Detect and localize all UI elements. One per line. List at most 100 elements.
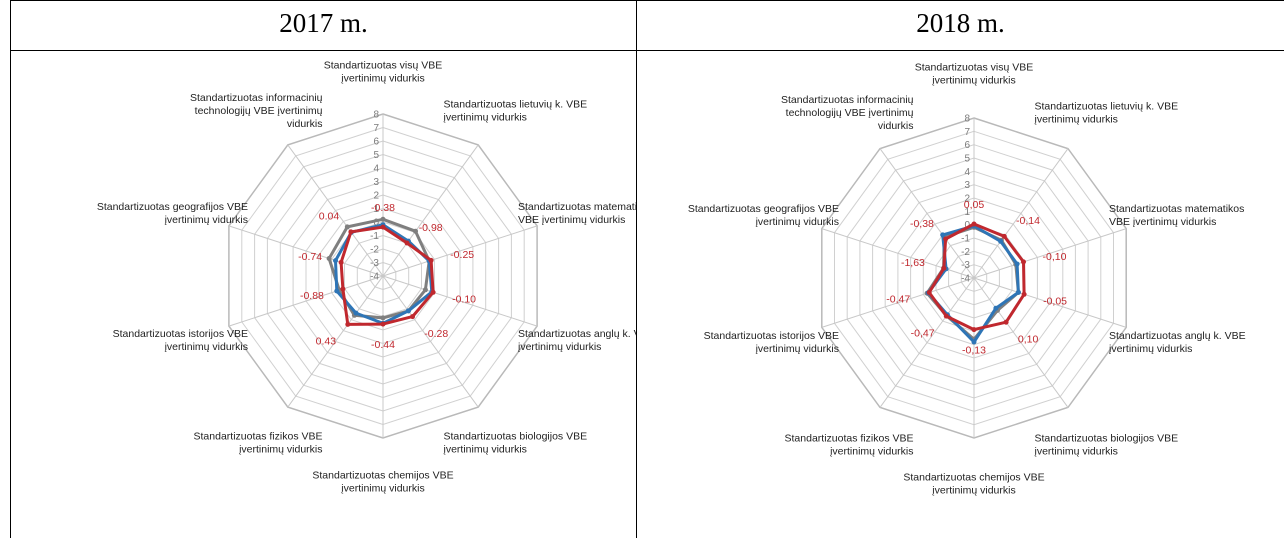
- data-label: 0.04: [319, 211, 340, 223]
- axis-spoke: [287, 275, 384, 408]
- year-header-2017: 2017 m.: [279, 8, 368, 38]
- data-label: -0.98: [419, 222, 443, 234]
- series-point: [971, 327, 977, 333]
- tick-label: 0: [964, 220, 970, 231]
- axis-spoke: [973, 228, 1127, 279]
- axis-spoke: [228, 275, 384, 327]
- axis-label: Standartizuotas visų VBE įvertinimų vidur…: [324, 60, 442, 85]
- radar-svg-2018: 8 7 6 5 4 3 2 1 0 -1 -2 -3 -4 Standartizuotas visų VB…: [688, 62, 1246, 497]
- series-point: [353, 310, 359, 316]
- tick-label: 8: [373, 110, 379, 121]
- axis-label: Standartizuotas geografijos VBE įvertinim…: [688, 203, 839, 228]
- tick-label: 0: [373, 218, 379, 229]
- series-point: [380, 321, 386, 327]
- axis-label: Standartizuotas matematikos VBEVBE įvert…: [518, 201, 636, 226]
- axis-spoke: [382, 144, 479, 277]
- axis-label: Standartizuotas visų VBE įvertinimų vidur…: [915, 62, 1033, 87]
- axis-label: Standartizuotas geografijos VBE įvertinim…: [97, 201, 248, 226]
- series-point: [1021, 259, 1026, 265]
- tick-label: 5: [964, 154, 970, 165]
- tick-label: 6: [964, 140, 970, 151]
- series-point: [941, 265, 947, 271]
- data-label: -0.88: [300, 290, 324, 302]
- series-point: [380, 216, 386, 222]
- tick-label: -1: [370, 231, 379, 242]
- axis-spoke: [228, 225, 384, 277]
- axis-spoke: [821, 277, 975, 328]
- axis-label: Standartizuotas chemijos VBE įvertinimų v…: [312, 470, 453, 495]
- data-label: -0,10: [1043, 251, 1067, 263]
- series-point: [410, 314, 415, 320]
- series-point: [334, 288, 340, 294]
- data-label: -0.10: [452, 294, 476, 306]
- data-label: 0,10: [1018, 333, 1039, 345]
- series-point: [926, 290, 932, 295]
- tick-label: 8: [964, 114, 970, 125]
- data-label: -0,47: [911, 327, 935, 339]
- axis-label: Standartizuotas matematikos VBE įvertinim…: [1109, 203, 1244, 228]
- tick-label: -3: [961, 260, 970, 271]
- tick-label: 1: [964, 207, 970, 218]
- data-label: -0.74: [298, 251, 322, 263]
- series-point: [940, 232, 946, 238]
- axis-label: Standartizuotas chemijos VBE įvertinimų v…: [903, 472, 1044, 497]
- radar-chart-2018: 8 7 6 5 4 3 2 1 0 -1 -2 -3 -4 Standartizuotas visų VB…: [637, 58, 1284, 538]
- series-point: [404, 240, 410, 246]
- data-label: 0,05: [964, 199, 985, 211]
- axis-spoke: [879, 148, 975, 279]
- tick-label: 6: [373, 137, 379, 148]
- series-point: [998, 238, 1004, 244]
- series-point: [345, 321, 351, 327]
- series-point: [971, 221, 977, 227]
- series-point: [993, 305, 999, 311]
- series-point: [1021, 291, 1027, 297]
- data-label: -0.44: [371, 339, 395, 351]
- tick-label: 7: [373, 123, 379, 134]
- series-point: [413, 228, 418, 234]
- series-point: [971, 339, 977, 345]
- axis-label: Standartizuotas istorijos VBE įvertinimų …: [704, 330, 839, 355]
- series-point: [1001, 233, 1007, 239]
- data-label: -0,13: [962, 345, 986, 357]
- axis-spoke: [821, 228, 975, 279]
- table-left-border: [10, 0, 11, 538]
- data-label: -1,63: [901, 257, 925, 269]
- radar-chart-2017: 8 7 6 5 4 3 2 1 0 -1 -2 -3 -4 Standartizuotas visų VB…: [11, 58, 678, 538]
- tick-label: 5: [373, 150, 379, 161]
- axis-label: Standartizuotas lietuvių k. VBE įvertinim…: [1035, 101, 1179, 126]
- axis-spoke: [973, 148, 1069, 279]
- tick-label: 2: [373, 191, 379, 202]
- tick-label: -4: [961, 274, 970, 285]
- tick-label: 2: [964, 194, 970, 205]
- series-point: [1015, 289, 1021, 295]
- axis-label: Standartizuotas istorijos VBE įvertinimų …: [113, 328, 248, 353]
- tick-label: 3: [964, 180, 970, 191]
- axis-spoke: [879, 277, 975, 408]
- series-point: [1003, 319, 1009, 325]
- series-point: [943, 236, 949, 242]
- series-point: [1014, 261, 1020, 267]
- axis-label: Standartizuotas fizikos VBE įvertinimų vi…: [785, 432, 914, 457]
- data-label: -0,47: [886, 294, 910, 306]
- table-header-border: [10, 50, 1284, 51]
- tick-label: -1: [961, 234, 970, 245]
- axis-label: Standartizuotas fizikos VBE įvertinimų vi…: [194, 430, 323, 455]
- data-label: -0,38: [910, 218, 934, 230]
- data-label: -0,14: [1016, 215, 1040, 227]
- data-label: -0.25: [450, 249, 474, 261]
- series-point: [326, 256, 332, 261]
- tick-label: -2: [370, 245, 379, 256]
- tick-label: -3: [370, 258, 379, 269]
- data-label: -0,05: [1043, 296, 1067, 308]
- axis-spoke: [382, 275, 538, 327]
- data-label: -0.28: [424, 328, 448, 340]
- series-point: [333, 258, 338, 264]
- radar-svg-2017: 8 7 6 5 4 3 2 1 0 -1 -2 -3 -4 Standartizuotas visų VB…: [97, 60, 678, 495]
- axis-spoke: [287, 144, 384, 277]
- tick-label: 3: [373, 177, 379, 188]
- axis-spoke: [973, 277, 1127, 328]
- tick-label: -2: [961, 247, 970, 258]
- tick-label: 4: [964, 167, 970, 178]
